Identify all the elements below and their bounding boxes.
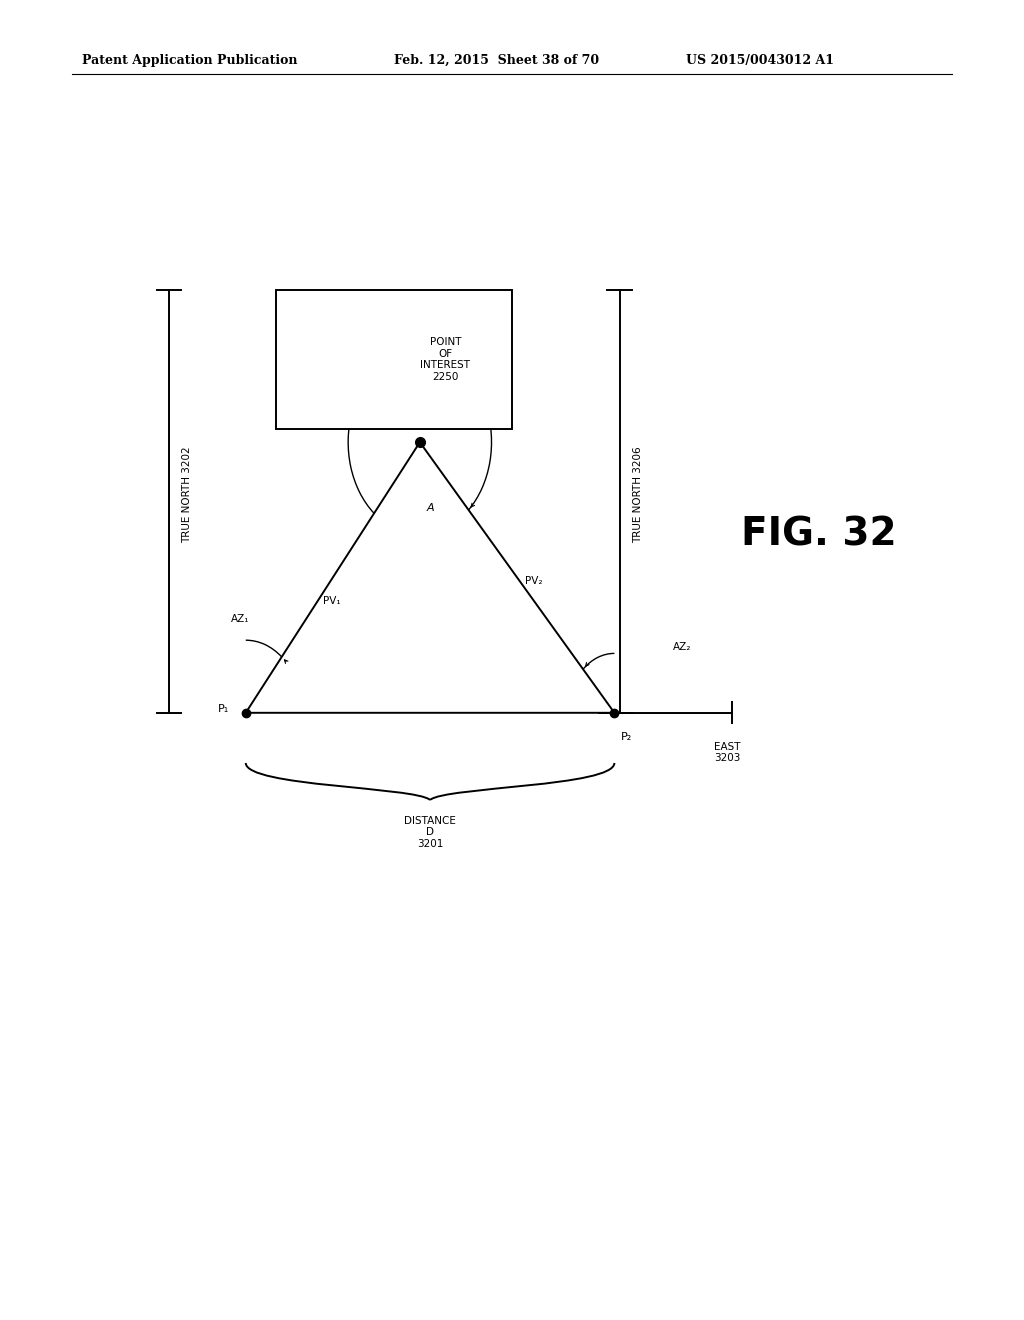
Text: A: A [426, 503, 434, 513]
Text: FIG. 32: FIG. 32 [741, 516, 897, 553]
Text: AZ₁: AZ₁ [231, 614, 250, 624]
Text: POINT
OF
INTEREST
2250: POINT OF INTEREST 2250 [421, 338, 470, 381]
Text: EAST
3203: EAST 3203 [714, 742, 740, 763]
Text: Feb. 12, 2015  Sheet 38 of 70: Feb. 12, 2015 Sheet 38 of 70 [394, 54, 599, 67]
Text: PV₂: PV₂ [525, 576, 543, 586]
Text: AZ₂: AZ₂ [673, 642, 691, 652]
Text: P₁: P₁ [218, 704, 228, 714]
Text: DISTANCE
D
3201: DISTANCE D 3201 [404, 816, 456, 849]
Bar [276, 290, 512, 429]
Text: TRUE NORTH 3202: TRUE NORTH 3202 [182, 446, 193, 544]
Text: PV₁: PV₁ [323, 595, 340, 606]
Text: P₂: P₂ [622, 731, 632, 742]
Text: TRUE NORTH 3206: TRUE NORTH 3206 [633, 446, 643, 544]
Text: US 2015/0043012 A1: US 2015/0043012 A1 [686, 54, 835, 67]
Text: Patent Application Publication: Patent Application Publication [82, 54, 297, 67]
